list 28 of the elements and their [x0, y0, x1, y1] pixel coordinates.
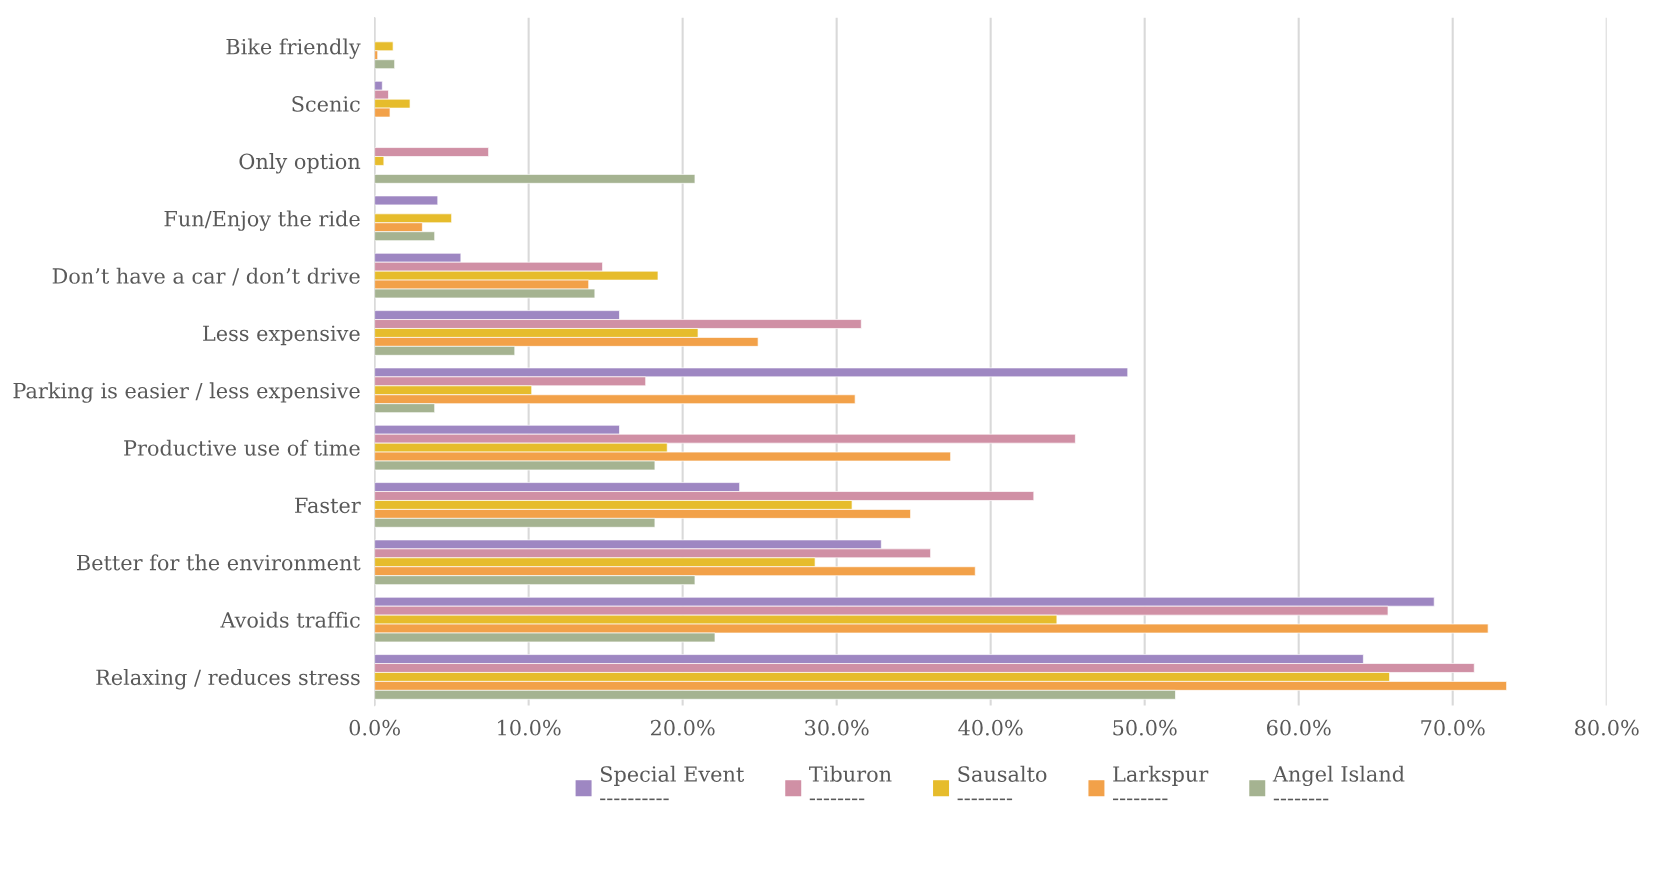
y-tick-label: Don’t have a car / don’t drive: [52, 267, 360, 286]
y-tick-label: Only option: [239, 153, 361, 174]
x-tick-label: 0.0%: [349, 719, 400, 736]
y-tick-label: Fun/Enjoy the ride: [164, 210, 360, 231]
x-tick-label: 50.0%: [1113, 719, 1177, 736]
y-tick-label: Bike friendly: [226, 38, 361, 59]
bar: [374, 174, 696, 184]
bar: [374, 195, 439, 206]
legend-label: Special Event ----------: [600, 765, 745, 801]
y-tick-label: Relaxing / reduces stress: [96, 669, 360, 690]
x-tick-label: 80.0%: [1575, 719, 1639, 736]
legend-label: Tiburon --------: [809, 765, 892, 801]
x-tick-label: 60.0%: [1267, 719, 1331, 736]
x-tick-label: 40.0%: [958, 719, 1023, 736]
x-tick-label: 10.0%: [498, 719, 561, 736]
x-tick-label: 70.0%: [1421, 719, 1485, 736]
legend-label: Angel Island --------: [1272, 765, 1405, 801]
y-tick-label: Faster: [295, 497, 361, 514]
y-tick-label: Productive use of time: [124, 439, 360, 456]
legend-label: Larkspur --------: [1112, 765, 1209, 801]
legend-label: Sausalto --------: [957, 765, 1047, 801]
y-tick-label: Scenic: [292, 96, 360, 112]
y-tick-label: Avoids traffic: [220, 611, 360, 628]
x-tick-label: 20.0%: [650, 719, 715, 736]
y-tick-label: Parking is easier / less expensive: [13, 382, 360, 403]
x-tick-label: 30.0%: [805, 719, 869, 736]
y-tick-label: Better for the environment: [77, 554, 361, 571]
y-tick-label: Less expensive: [203, 325, 360, 346]
